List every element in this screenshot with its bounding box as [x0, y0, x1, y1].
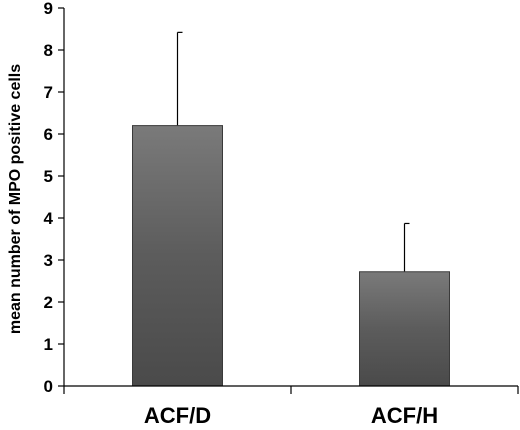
y-tick-label: 4 [44, 209, 54, 228]
ticks-layer: 0 1 2 3 4 5 6 7 8 9 [44, 0, 519, 396]
bar [132, 125, 223, 387]
bar [359, 271, 450, 387]
y-tick-label: 0 [44, 377, 53, 396]
y-tick-label: 5 [44, 167, 53, 186]
y-tick-label: 6 [44, 125, 53, 144]
y-tick-label: 2 [44, 293, 53, 312]
y-axis-title: mean number of MPO positive cells [7, 64, 24, 334]
y-tick-label: 8 [44, 41, 53, 60]
y-tick-label: 7 [44, 83, 53, 102]
y-tick-label: 9 [44, 0, 53, 18]
category-labels: ACF/D ACF/H [144, 403, 438, 428]
category-label: ACF/D [144, 403, 211, 428]
y-tick-label: 1 [44, 335, 53, 354]
y-tick-label: 3 [44, 251, 53, 270]
bars-layer [132, 31, 450, 387]
category-label: ACF/H [371, 403, 438, 428]
